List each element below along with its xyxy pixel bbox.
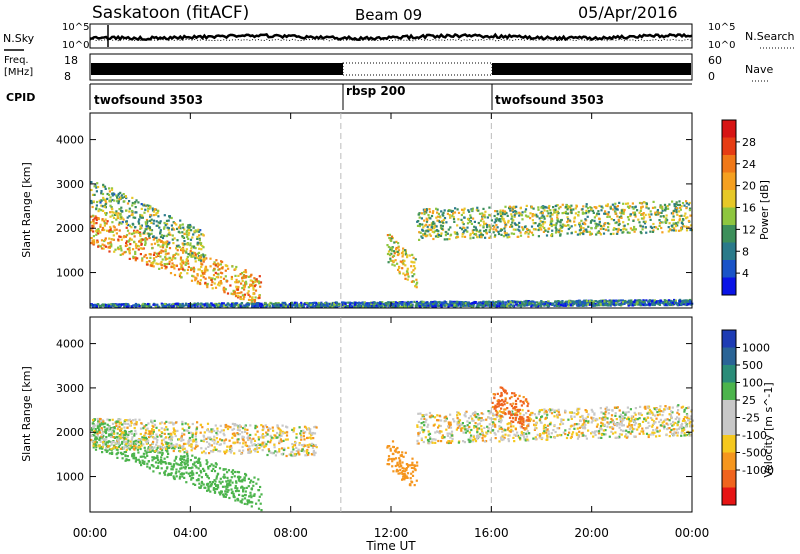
cpid-label: CPID bbox=[6, 91, 35, 104]
feature-rbsp-patch bbox=[386, 440, 419, 487]
xtick-label: 04:00 bbox=[173, 526, 208, 540]
velocity-colorbar: 1000 500 100 25 -25 -100 -500 -1000 bbox=[721, 329, 774, 506]
colorbar-swatch bbox=[722, 347, 736, 366]
colorbar-swatch bbox=[722, 417, 736, 436]
colorbar-tick-label: 100 bbox=[742, 377, 763, 390]
ytick-label: 1000 bbox=[56, 471, 84, 484]
cpid-segment-3: twofsound 3503 bbox=[495, 93, 604, 107]
feature-afternoon-echoes bbox=[491, 386, 532, 430]
colorbar-swatch bbox=[722, 382, 736, 401]
date-title: 05/Apr/2016 bbox=[578, 3, 678, 22]
noise-right-tick-bottom: 10^0 bbox=[708, 40, 735, 51]
nave-label: Nave bbox=[745, 63, 773, 76]
velocity-panel: 1000 2000 3000 4000 Slant Range [km] bbox=[20, 316, 694, 513]
colorbar-swatch bbox=[722, 400, 736, 418]
xtick-label: 20:00 bbox=[574, 526, 609, 540]
colorbar-tick-label: -500 bbox=[742, 447, 767, 460]
noise-right-label: N.Search bbox=[745, 30, 795, 43]
xtick-label: 12:00 bbox=[374, 526, 409, 540]
colorbar-tick-label: 500 bbox=[742, 359, 763, 372]
feature-daytime-band bbox=[416, 404, 694, 445]
colorbar-swatch bbox=[722, 260, 736, 278]
cpid-segment-1: twofsound 3503 bbox=[94, 93, 203, 107]
colorbar-swatch bbox=[722, 277, 736, 296]
feature-near-range-clutter bbox=[90, 298, 694, 309]
freq-tick-top: 18 bbox=[64, 54, 78, 67]
cpid-strip: CPID twofsound 3503 rbsp 200 twofsound 3… bbox=[6, 83, 692, 110]
colorbar-swatch bbox=[722, 190, 736, 208]
colorbar-swatch bbox=[722, 155, 736, 173]
colorbar-swatch bbox=[722, 242, 736, 261]
freq-band-3 bbox=[492, 63, 691, 75]
ytick-label: 1000 bbox=[56, 267, 84, 280]
colorbar-swatch bbox=[722, 225, 736, 243]
power-colorbar-label: Power [dB] bbox=[758, 180, 771, 240]
colorbar-swatch bbox=[722, 330, 736, 348]
feature-upper-echo-region bbox=[90, 181, 205, 262]
feature-daytime-band bbox=[416, 200, 693, 241]
xtick-label: 00:00 bbox=[675, 526, 710, 540]
power-colorbar: 4 8 12 16 20 24 28 bbox=[721, 119, 756, 296]
colorbar-swatch bbox=[722, 470, 736, 488]
feature-rbsp-patch bbox=[386, 233, 419, 289]
ytick-label: 2000 bbox=[56, 426, 84, 439]
ytick-label: 4000 bbox=[56, 338, 84, 351]
colorbar-tick-label: 20 bbox=[742, 180, 756, 193]
nave-tick-top: 60 bbox=[708, 54, 722, 67]
colorbar-tick-label: -1000 bbox=[742, 464, 774, 477]
power-data-layer bbox=[90, 181, 694, 309]
time-axis-label: Time UT bbox=[365, 539, 416, 553]
power-panel: 1000 2000 3000 4000 Slant Range [km] bbox=[20, 112, 694, 309]
colorbar-swatch bbox=[722, 365, 736, 383]
nave-tick-bottom: 0 bbox=[708, 70, 715, 83]
cpid-segment-2: rbsp 200 bbox=[346, 84, 405, 98]
colorbar-swatch bbox=[722, 137, 736, 156]
velocity-data-layer bbox=[90, 386, 694, 512]
colorbar-tick-label: 28 bbox=[742, 136, 756, 149]
colorbar-tick-label: 1000 bbox=[742, 342, 770, 355]
frequency-strip: Freq. [MHz] 18 8 60 0 Nave bbox=[4, 53, 773, 83]
colorbar-swatch bbox=[722, 207, 736, 226]
colorbar-tick-label: 4 bbox=[742, 267, 749, 280]
power-ylabel: Slant Range [km] bbox=[20, 162, 33, 258]
ytick-label: 4000 bbox=[56, 134, 84, 147]
colorbar-tick-label: -25 bbox=[742, 412, 760, 425]
colorbar-tick-label: 8 bbox=[742, 245, 749, 258]
xtick-label: 16:00 bbox=[474, 526, 509, 540]
feature-evening-band bbox=[90, 214, 263, 307]
noise-left-tick-top: 10^5 bbox=[62, 22, 89, 33]
freq-tick-bottom: 8 bbox=[64, 70, 71, 83]
time-axis: 00:00 04:00 08:00 12:00 16:00 20:00 00:00 bbox=[73, 526, 710, 540]
colorbar-swatch bbox=[722, 120, 736, 138]
station-title: Saskatoon (fitACF) bbox=[92, 3, 249, 23]
colorbar-tick-label: -100 bbox=[742, 429, 767, 442]
noise-left-tick-bottom: 10^0 bbox=[62, 40, 89, 51]
freq-label: Freq. bbox=[4, 55, 29, 66]
feature-ground-scatter bbox=[90, 417, 318, 458]
colorbar-tick-label: 25 bbox=[742, 394, 756, 407]
colorbar-swatch bbox=[722, 435, 736, 453]
colorbar-tick-label: 12 bbox=[742, 223, 756, 236]
colorbar-tick-label: 24 bbox=[742, 158, 756, 171]
ytick-label: 3000 bbox=[56, 178, 84, 191]
colorbar-swatch bbox=[722, 172, 736, 191]
beam-title: Beam 09 bbox=[355, 6, 422, 24]
freq-unit-label: [MHz] bbox=[4, 67, 33, 78]
ytick-label: 3000 bbox=[56, 382, 84, 395]
velocity-ylabel: Slant Range [km] bbox=[20, 366, 33, 462]
noise-left-label: N.Sky bbox=[3, 32, 35, 45]
xtick-label: 00:00 bbox=[73, 526, 108, 540]
noise-right-tick-top: 10^5 bbox=[708, 22, 735, 33]
velocity-colorbar-label: Velocity [m s^-1] bbox=[762, 382, 775, 477]
noise-strip: N.Sky 10^5 10^0 10^5 10^0 N.Search bbox=[3, 22, 796, 51]
colorbar-swatch bbox=[722, 452, 736, 471]
freq-band-2 bbox=[342, 62, 493, 76]
colorbar-tick-label: 16 bbox=[742, 202, 756, 215]
freq-band-1 bbox=[91, 63, 343, 75]
colorbar-swatch bbox=[722, 487, 736, 506]
xtick-label: 08:00 bbox=[273, 526, 308, 540]
ytick-label: 2000 bbox=[56, 222, 84, 235]
noise-sky-trace bbox=[89, 32, 693, 42]
